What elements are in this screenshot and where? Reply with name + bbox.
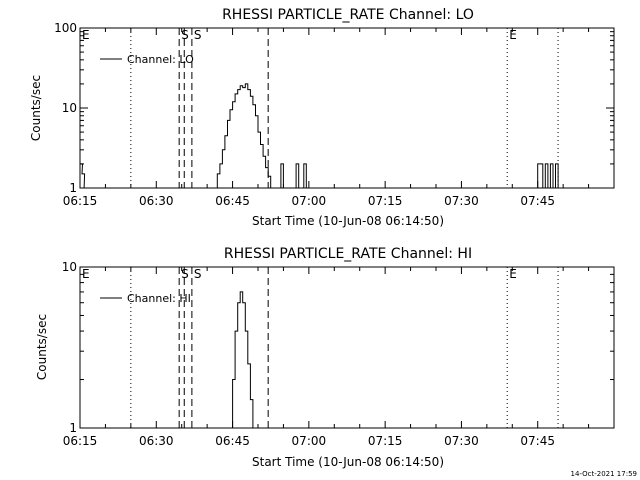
marker-label: S bbox=[194, 267, 202, 281]
x-tick-label: 06:30 bbox=[139, 434, 174, 448]
x-tick-label: 07:15 bbox=[368, 194, 403, 208]
x-tick-label: 07:30 bbox=[444, 434, 479, 448]
x-tick-label: 06:45 bbox=[215, 434, 250, 448]
y-tick-label: 1 bbox=[69, 421, 77, 435]
marker-label: S bbox=[194, 28, 202, 42]
y-tick-label: 100 bbox=[54, 21, 77, 35]
x-tick-label: 07:45 bbox=[520, 434, 555, 448]
x-tick-label: 07:15 bbox=[368, 434, 403, 448]
marker-label: E bbox=[82, 28, 90, 42]
x-tick-label: 07:45 bbox=[520, 194, 555, 208]
marker-label: S bbox=[181, 267, 189, 281]
chart-title: RHESSI PARTICLE_RATE Channel: HI bbox=[224, 246, 472, 262]
series-line bbox=[230, 291, 256, 429]
marker-label: S bbox=[181, 28, 189, 42]
x-tick-label: 06:15 bbox=[63, 434, 98, 448]
legend-label: Channel: HI bbox=[127, 292, 191, 305]
marker-label: E bbox=[82, 267, 90, 281]
series-line bbox=[80, 83, 564, 189]
y-tick-label: 1 bbox=[69, 181, 77, 195]
marker-label: E bbox=[509, 267, 517, 281]
y-axis-label: Counts/sec bbox=[29, 75, 43, 141]
y-tick-label: 10 bbox=[62, 101, 77, 115]
chart-title: RHESSI PARTICLE_RATE Channel: LO bbox=[222, 7, 474, 23]
x-tick-label: 06:45 bbox=[215, 194, 250, 208]
chart-lo: RHESSI PARTICLE_RATE Channel: LO Counts/… bbox=[29, 7, 615, 228]
chart-hi: RHESSI PARTICLE_RATE Channel: HI Counts/… bbox=[35, 246, 615, 469]
x-tick-label: 07:00 bbox=[292, 194, 327, 208]
x-tick-label: 07:00 bbox=[292, 434, 327, 448]
legend-label: Channel: LO bbox=[127, 53, 194, 66]
y-axis-label: Counts/sec bbox=[35, 314, 49, 380]
x-axis-label: Start Time (10-Jun-08 06:14:50) bbox=[252, 455, 444, 469]
x-tick-label: 06:15 bbox=[63, 194, 98, 208]
y-tick-label: 10 bbox=[62, 260, 77, 274]
x-axis-label: Start Time (10-Jun-08 06:14:50) bbox=[252, 214, 444, 228]
x-tick-label: 07:30 bbox=[444, 194, 479, 208]
timestamp: 14-Oct-2021 17:59 bbox=[571, 470, 637, 478]
x-tick-label: 06:30 bbox=[139, 194, 174, 208]
marker-label: E bbox=[509, 28, 517, 42]
